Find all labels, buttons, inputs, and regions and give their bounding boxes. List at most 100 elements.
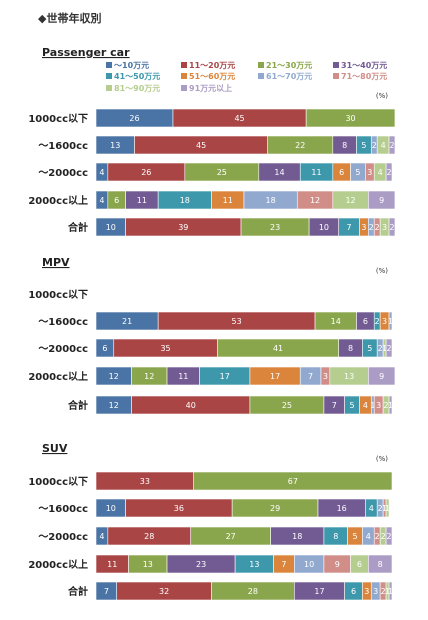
data-label: 3: [364, 587, 369, 596]
data-label: 6: [114, 196, 119, 205]
legend-label: 41～50万元: [114, 72, 160, 81]
data-label: 36: [174, 504, 184, 513]
legend-swatch: [258, 73, 264, 79]
chart-main-title: ◆世帯年収別: [38, 11, 101, 25]
data-label: 25: [282, 401, 292, 410]
data-label: 2: [378, 344, 383, 353]
data-label: 5: [352, 532, 357, 541]
data-label: 11: [107, 560, 117, 569]
legend-item: 41～50万元: [106, 72, 160, 81]
data-label: 30: [345, 114, 355, 123]
bar-segment: [368, 190, 396, 210]
data-label: 5: [367, 344, 372, 353]
category-label: ～2000cc: [38, 168, 88, 179]
data-label: 67: [288, 477, 298, 486]
bar-segment: [385, 162, 393, 182]
legend-item: 31～40万元: [333, 61, 387, 70]
legend-item: 71～80万元: [333, 72, 387, 81]
bar-segment: [388, 311, 393, 331]
data-label: 2: [372, 141, 377, 150]
data-label: 8: [378, 560, 383, 569]
data-label: 12: [310, 196, 320, 205]
category-label: ～1600cc: [38, 141, 88, 152]
category-label: 合計: [67, 399, 88, 412]
data-label: 2: [389, 223, 394, 232]
data-label: 1: [388, 317, 393, 326]
legend-item: 11～20万元: [181, 61, 235, 70]
bar-segment: [193, 471, 393, 491]
legend-label: 91万元以上: [189, 83, 232, 93]
data-label: 2: [386, 344, 391, 353]
data-label: 18: [266, 196, 276, 205]
data-label: 14: [274, 168, 284, 177]
category-label: 2000cc以上: [28, 558, 88, 571]
data-label: 4: [381, 141, 386, 150]
legend-swatch: [181, 62, 187, 68]
category-label: ～2000cc: [38, 344, 88, 355]
category-label: ～1600cc: [38, 317, 88, 328]
bar-segment: [385, 526, 393, 546]
data-label: 11: [137, 196, 147, 205]
bar-segment: [388, 217, 396, 237]
data-label: 1: [388, 587, 393, 596]
data-label: 53: [232, 317, 242, 326]
bar-segment: [368, 366, 396, 386]
bar-segment: [368, 554, 393, 574]
data-label: 2: [375, 317, 380, 326]
data-label: 4: [363, 401, 368, 410]
legend-label: 51～60万元: [189, 72, 235, 81]
data-label: 7: [332, 401, 337, 410]
data-label: 1: [382, 344, 387, 353]
data-label: 11: [178, 372, 188, 381]
data-label: 13: [249, 560, 259, 569]
legend-swatch: [106, 85, 112, 91]
data-label: 6: [102, 344, 107, 353]
category-label: ～2000cc: [38, 532, 88, 543]
data-label: 39: [178, 223, 188, 232]
legend-swatch: [181, 85, 187, 91]
legend-label: 31～40万元: [341, 61, 387, 70]
unit-label: (%): [376, 92, 388, 100]
data-label: 3: [382, 317, 387, 326]
data-label: 3: [323, 372, 328, 381]
data-label: 3: [373, 587, 378, 596]
chart-panel: SUV(%)1000cc以下 33 67～1600cc 10 36 29 16 4 2 11～20…: [28, 442, 393, 601]
data-label: 27: [226, 532, 236, 541]
legend-item: 51～60万元: [181, 72, 235, 81]
data-label: 1: [388, 401, 393, 410]
data-label: 4: [99, 196, 104, 205]
data-label: 22: [295, 141, 305, 150]
data-label: 1: [385, 587, 390, 596]
category-label: 合計: [67, 221, 88, 234]
category-label: ～1600cc: [38, 504, 88, 515]
legend-label: 21～30万元: [266, 61, 312, 70]
category-label: 1000cc以下: [28, 476, 88, 488]
data-label: 4: [366, 532, 371, 541]
data-label: 17: [270, 372, 280, 381]
data-label: 35: [160, 344, 170, 353]
data-label: 2: [375, 532, 380, 541]
data-label: 33: [140, 477, 150, 486]
data-label: 21: [122, 317, 132, 326]
legend-swatch: [333, 73, 339, 79]
data-label: 5: [361, 141, 366, 150]
legend-item: ～10万元: [106, 61, 149, 70]
legend-item: 61～70万元: [258, 72, 312, 81]
data-label: 17: [314, 587, 324, 596]
data-label: 17: [220, 372, 230, 381]
data-label: 32: [159, 587, 169, 596]
data-label: 2: [386, 168, 391, 177]
bar-segment: [385, 498, 390, 518]
data-label: 16: [337, 504, 347, 513]
data-label: 12: [109, 372, 119, 381]
data-label: 6: [363, 317, 368, 326]
data-label: 2: [381, 532, 386, 541]
data-label: 25: [217, 168, 227, 177]
panel-title: MPV: [42, 256, 70, 269]
data-label: 7: [347, 223, 352, 232]
data-label: 3: [367, 168, 372, 177]
category-label: 1000cc以下: [28, 113, 88, 125]
data-label: 9: [379, 196, 384, 205]
legend-item: 91万元以上: [181, 83, 232, 93]
data-label: 5: [355, 168, 360, 177]
